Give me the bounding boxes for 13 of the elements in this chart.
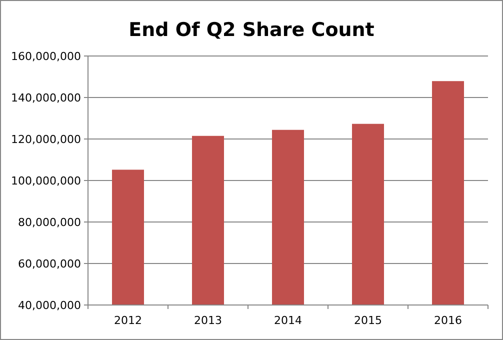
y-tick-label: 40,000,000 <box>18 298 81 312</box>
y-tick-label: 100,000,000 <box>11 174 81 188</box>
x-tick-label: 2013 <box>194 314 222 327</box>
y-tick-label: 160,000,000 <box>11 50 81 63</box>
y-tick-label: 60,000,000 <box>18 257 81 270</box>
x-tick-label: 2015 <box>354 314 382 327</box>
y-tick-label: 120,000,000 <box>11 132 81 146</box>
y-tick-label: 140,000,000 <box>11 91 81 104</box>
y-tick-label: 80,000,000 <box>18 216 81 229</box>
x-tick-label: 2012 <box>114 314 142 327</box>
x-tick-label: 2016 <box>434 314 462 327</box>
x-tick-label: 2014 <box>274 314 302 327</box>
chart-title: End Of Q2 Share Count <box>128 19 374 41</box>
